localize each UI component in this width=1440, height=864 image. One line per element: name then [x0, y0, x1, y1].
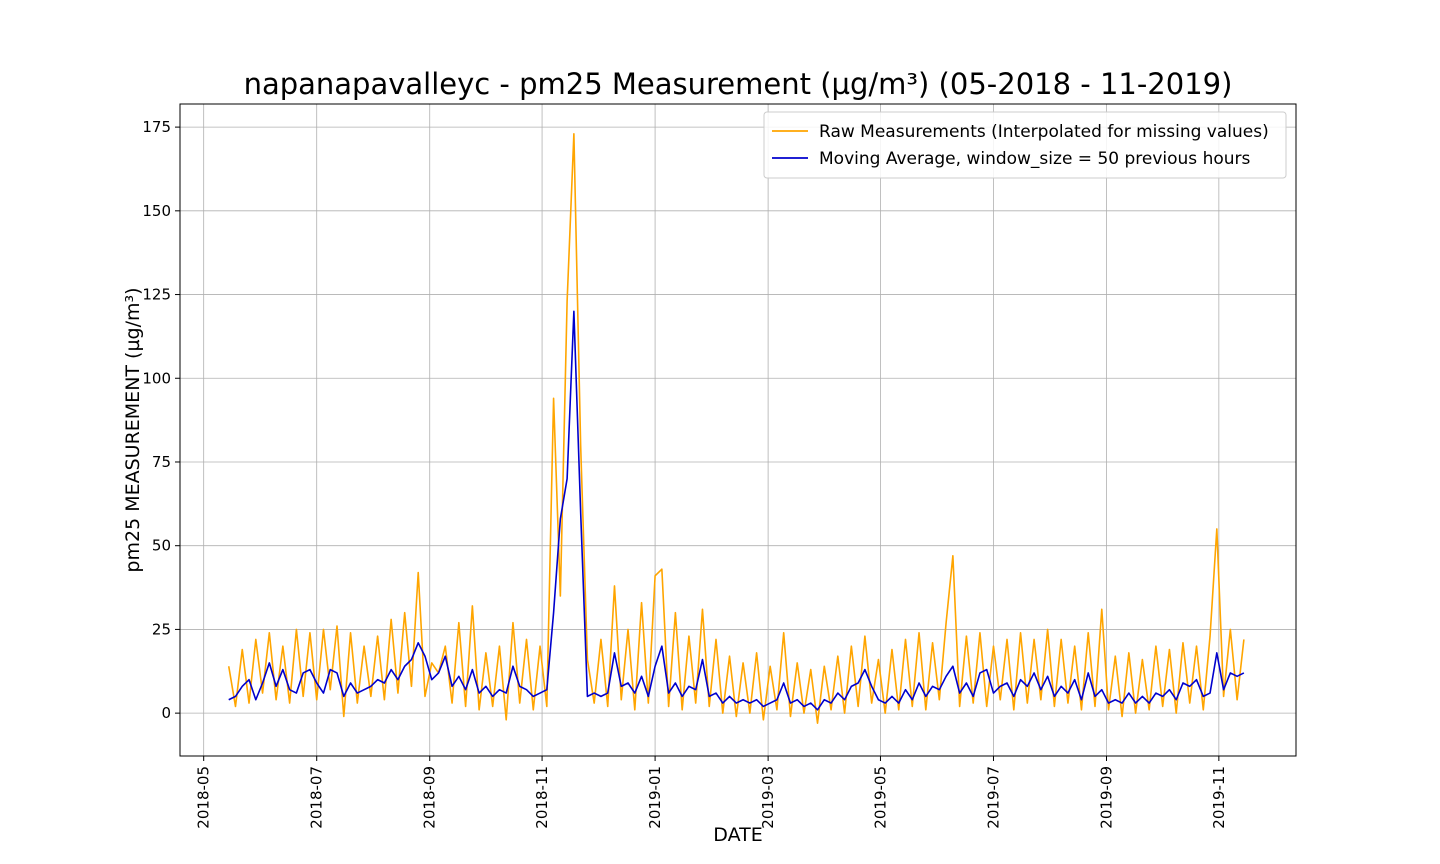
x-tick-label: 2018-11 [533, 766, 551, 829]
y-tick-label: 25 [152, 620, 171, 638]
y-tick-label: 100 [142, 369, 171, 387]
y-tick-label: 175 [142, 118, 171, 136]
y-tick-label: 75 [152, 453, 171, 471]
y-tick-label: 125 [142, 286, 171, 304]
plot-frame [179, 103, 1297, 757]
series-line [228, 310, 1245, 711]
legend-label: Raw Measurements (Interpolated for missi… [819, 122, 1269, 142]
chart-title: napanapavalleyc - pm25 Measurement (µg/m… [244, 67, 1233, 101]
legend-box [763, 111, 1287, 179]
x-tick-label: 2018-09 [421, 766, 439, 829]
y-tick-label: 0 [161, 704, 171, 722]
x-tick-label: 2019-11 [1210, 766, 1228, 829]
x-tick-label: 2018-05 [195, 766, 213, 829]
x-tick-label: 2019-03 [759, 766, 777, 829]
x-tick-label: 2019-01 [646, 766, 664, 829]
x-tick-label: 2018-07 [308, 766, 326, 829]
x-tick-label: 2019-05 [871, 766, 889, 829]
x-tick-label: 2019-09 [1098, 766, 1116, 829]
x-tick-label: 2019-07 [984, 766, 1002, 829]
legend-label: Moving Average, window_size = 50 previou… [819, 149, 1251, 169]
series-line [227, 133, 1245, 724]
x-axis-label: DATE [713, 824, 762, 846]
y-axis-label: pm25 MEASUREMENT (µg/m³) [122, 287, 144, 572]
y-tick-label: 150 [142, 202, 171, 220]
y-tick-label: 50 [152, 537, 171, 555]
legend: Raw Measurements (Interpolated for missi… [763, 111, 1287, 179]
